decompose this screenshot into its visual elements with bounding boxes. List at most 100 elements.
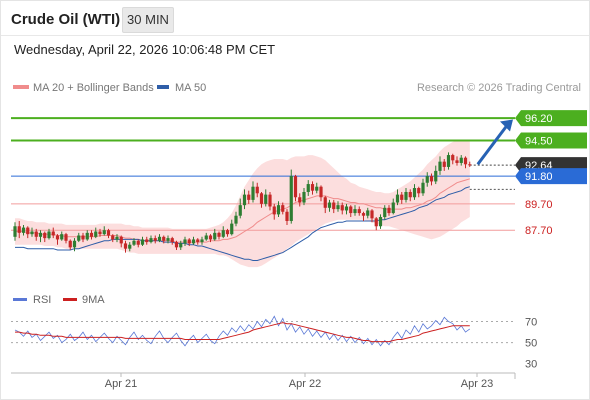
candle-body: [136, 240, 140, 245]
candle-body: [111, 235, 115, 240]
candle-body: [349, 206, 353, 214]
candle-body: [442, 161, 446, 167]
candle-body: [434, 170, 438, 182]
timestamp: Wednesday, April 22, 2026 10:06:48 PM CE…: [14, 42, 276, 57]
candle-body: [421, 182, 425, 194]
title-bar: Crude Oil (WTI) 30 MIN: [1, 1, 589, 36]
candle-body: [374, 218, 378, 227]
candle-body: [81, 235, 85, 240]
candle-body: [30, 231, 34, 235]
candle-body: [438, 161, 442, 171]
rsi-tick-30: 30: [525, 359, 537, 371]
rsi-tick-50: 50: [525, 338, 537, 350]
candle-body: [264, 194, 268, 204]
ma9-legend-label: 9MA: [82, 294, 105, 306]
candle-body: [47, 231, 51, 239]
rsi-line: [14, 315, 471, 347]
candle-body: [119, 236, 123, 244]
rsi-ma9-line: [15, 322, 470, 343]
candle-body: [242, 194, 247, 206]
candle-body: [213, 232, 217, 240]
candle-body: [417, 188, 421, 194]
candle-body: [60, 234, 64, 240]
candle-body: [183, 239, 187, 244]
price-label-89.70: 89.70: [525, 199, 553, 211]
candle-body: [98, 231, 102, 235]
timeframe-badge[interactable]: 30 MIN: [122, 7, 174, 33]
price-chart: MA 20 + Bollinger Bands MA 50 Research ©…: [11, 82, 587, 390]
arrow-head: [500, 119, 513, 132]
price-label-96.20: 96.20: [525, 113, 553, 125]
candle-body: [187, 239, 191, 244]
candle-body: [336, 205, 340, 210]
x-tick-label: Apr 21: [105, 378, 137, 390]
candle-body: [77, 235, 81, 241]
candle-body: [153, 238, 157, 241]
candle-body: [268, 194, 272, 207]
candle-body: [115, 236, 119, 240]
rsi-legend-swatch: [13, 298, 27, 301]
candle-body: [225, 230, 230, 235]
candle-body: [387, 207, 391, 214]
candle-body: [34, 231, 38, 237]
candle-body: [323, 197, 327, 208]
candle-body: [200, 239, 204, 243]
candle-body: [451, 155, 455, 161]
candle-body: [145, 239, 149, 243]
candle-body: [157, 236, 162, 241]
candle-body: [132, 240, 136, 245]
candle-body: [370, 210, 374, 219]
rsi-legend-label: RSI: [33, 294, 51, 306]
candle-body: [361, 213, 366, 216]
candle-body: [281, 205, 285, 212]
candle-body: [306, 184, 310, 192]
candle-body: [383, 207, 387, 218]
candle-body: [353, 209, 357, 214]
candle-body: [412, 188, 417, 198]
candle-body: [234, 215, 238, 224]
candle-body: [94, 231, 98, 237]
candle-body: [170, 238, 174, 243]
candle-body: [179, 243, 183, 248]
candle-body: [72, 240, 77, 248]
candle-body: [259, 193, 264, 204]
candle-body: [289, 176, 293, 221]
candle-body: [204, 235, 208, 240]
candle-body: [425, 176, 429, 183]
candle-body: [276, 205, 281, 215]
price-label-94.50: 94.50: [525, 136, 553, 148]
candlesticks: [13, 152, 472, 253]
candle-body: [272, 206, 276, 215]
candle-body: [332, 202, 336, 210]
ma50-line: [15, 186, 470, 261]
candle-body: [106, 230, 111, 236]
candle-body: [429, 176, 434, 182]
candle-body: [89, 232, 94, 237]
candle-body: [400, 194, 404, 200]
candle-body: [319, 186, 323, 198]
chart-legend: MA 20 + Bollinger Bands MA 50 Research ©…: [13, 82, 581, 94]
candle-body: [140, 239, 145, 245]
candle-body: [238, 205, 242, 216]
candle-body: [255, 186, 259, 194]
candle-body: [327, 202, 332, 208]
candle-body: [446, 155, 451, 167]
candle-body: [340, 205, 344, 211]
price-label-91.80: 91.80: [525, 171, 553, 183]
candle-body: [404, 191, 408, 200]
candle-body: [408, 191, 412, 198]
oscillator-panel: RSI 9MA 70 50 30: [11, 294, 537, 371]
candle-body: [247, 194, 251, 200]
candle-body: [68, 240, 72, 248]
candle-body: [391, 202, 395, 214]
target-arrow: [476, 119, 513, 166]
candle-body: [251, 186, 255, 200]
candle-body: [128, 244, 132, 249]
rsi-tick-70: 70: [525, 317, 537, 329]
research-credit: Research © 2026 Trading Central: [417, 82, 581, 94]
candle-body: [191, 239, 196, 244]
candle-body: [217, 232, 221, 237]
candle-body: [43, 232, 47, 239]
